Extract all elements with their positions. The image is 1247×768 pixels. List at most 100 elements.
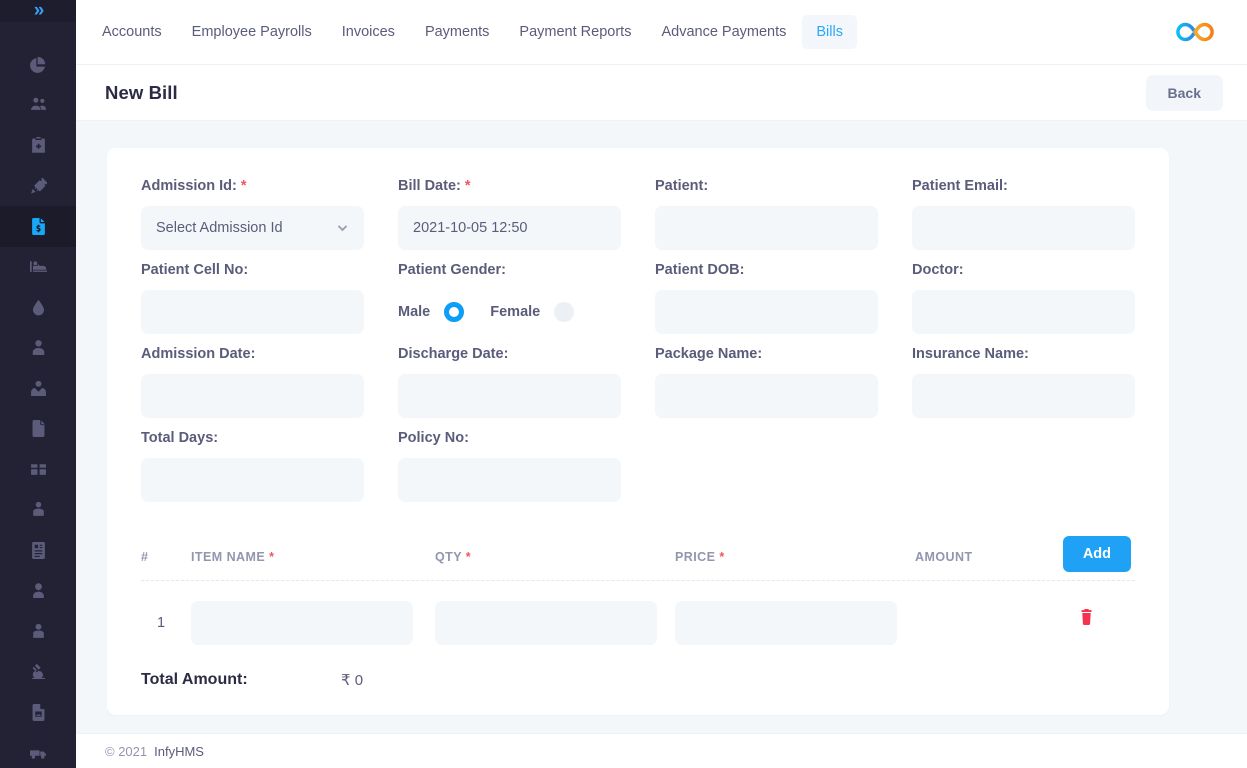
page-header: New Bill Back: [76, 65, 1247, 121]
sidebar-item-vaccination[interactable]: [0, 166, 76, 207]
patient-dob-input[interactable]: [655, 290, 878, 334]
blood-drop-icon: [30, 299, 47, 316]
clipboard-medical-icon: [30, 136, 47, 154]
row-qty-input[interactable]: [435, 601, 657, 645]
nav-tabs: Accounts Employee Payrolls Invoices Paym…: [88, 15, 857, 49]
column-header-index: #: [141, 550, 149, 564]
sidebar-item-reports[interactable]: [0, 530, 76, 571]
nav-tab-payment-reports[interactable]: Payment Reports: [519, 24, 632, 40]
footer-brand: InfyHMS: [154, 743, 204, 759]
sidebar-collapse-toggle[interactable]: »: [0, 0, 76, 22]
required-asterisk: *: [465, 550, 472, 564]
row-item-name-input[interactable]: [191, 601, 413, 645]
users-icon: [30, 96, 47, 113]
field-doctor: Doctor:: [912, 262, 1135, 334]
patient-input[interactable]: [655, 206, 878, 250]
discharge-date-input[interactable]: [398, 374, 621, 418]
nav-tab-advance-payments[interactable]: Advance Payments: [661, 24, 787, 40]
user-staff-icon: [30, 623, 47, 640]
field-bill-date: Bill Date: *: [398, 178, 621, 250]
patient-gender-radio-group: Male Female: [398, 290, 621, 334]
field-admission-date: Admission Date:: [141, 346, 364, 418]
field-total-days: Total Days:: [141, 430, 364, 502]
field-discharge-date: Discharge Date:: [398, 346, 621, 418]
pie-chart-icon: [29, 56, 47, 73]
field-patient-email: Patient Email:: [912, 178, 1135, 250]
nav-tab-accounts[interactable]: Accounts: [102, 24, 162, 40]
field-package-name: Package Name:: [655, 346, 878, 418]
report-document-icon: [30, 541, 47, 559]
sidebar-item-pathology[interactable]: [0, 652, 76, 693]
sidebar-item-blood-bank[interactable]: [0, 287, 76, 328]
bill-items-table: # ITEM NAME * QTY * PRICE * AMOUNT Add 1: [141, 536, 1135, 689]
admission-id-select[interactable]: Select Admission Id: [141, 206, 364, 250]
nav-tab-invoices[interactable]: Invoices: [341, 24, 395, 40]
policy-no-input[interactable]: [398, 458, 621, 502]
label-patient-dob: Patient DOB:: [655, 262, 745, 278]
nav-tab-payments[interactable]: Payments: [424, 24, 490, 40]
add-item-button[interactable]: Add: [1062, 536, 1131, 572]
sidebar-item-dashboard[interactable]: [0, 44, 76, 85]
content-scroll-area: Admission Id: * Select Admission Id Bill…: [76, 122, 1247, 733]
doctor-input[interactable]: [912, 290, 1135, 334]
package-name-input[interactable]: [655, 374, 878, 418]
user-nurse-icon: [30, 339, 47, 356]
chevron-down-icon: [336, 221, 349, 236]
label-admission-date: Admission Date:: [141, 346, 256, 362]
total-amount-label: Total Amount:: [141, 671, 248, 688]
sidebar-item-doctors[interactable]: [0, 368, 76, 409]
items-table-header: # ITEM NAME * QTY * PRICE * AMOUNT Add: [141, 536, 1135, 581]
sidebar-item-inventory[interactable]: [0, 449, 76, 490]
nav-tab-employee-payrolls[interactable]: Employee Payrolls: [191, 24, 312, 40]
user-profile-icon: [30, 582, 47, 599]
bill-date-input[interactable]: [398, 206, 621, 250]
radio-male[interactable]: [444, 302, 465, 322]
sidebar-item-clipboard[interactable]: [0, 125, 76, 166]
field-patient-dob: Patient DOB:: [655, 262, 878, 334]
sidebar-item-nurses[interactable]: [0, 328, 76, 369]
form-grid: Admission Id: * Select Admission Id Bill…: [141, 178, 1135, 514]
syringe-icon: [30, 177, 47, 194]
total-days-input[interactable]: [141, 458, 364, 502]
sidebar-item-accounts[interactable]: [0, 206, 76, 247]
row-price-input[interactable]: [675, 601, 897, 645]
page-footer: © 2021 InfyHMS: [76, 733, 1247, 768]
admission-date-input[interactable]: [141, 374, 364, 418]
required-asterisk: *: [269, 550, 275, 564]
column-header-amount: AMOUNT: [915, 550, 973, 564]
sidebar-item-ambulance[interactable]: [0, 733, 76, 768]
label-admission-id: Admission Id: *: [141, 178, 247, 194]
label-bill-date: Bill Date: *: [398, 178, 471, 194]
sidebar: »: [0, 0, 76, 768]
sidebar-item-documents[interactable]: [0, 409, 76, 450]
radio-female[interactable]: [554, 302, 575, 322]
sidebar-item-staff[interactable]: [0, 611, 76, 652]
back-button[interactable]: Back: [1145, 74, 1223, 111]
required-asterisk: *: [464, 178, 471, 194]
sidebar-item-radiology[interactable]: [0, 692, 76, 733]
required-asterisk: *: [240, 178, 247, 194]
new-bill-form-card: Admission Id: * Select Admission Id Bill…: [107, 148, 1169, 715]
sidebar-item-accountants[interactable]: [0, 490, 76, 531]
insurance-name-input[interactable]: [912, 374, 1135, 418]
column-header-qty: QTY *: [435, 550, 472, 564]
page-title: New Bill: [105, 81, 178, 103]
radio-label-male: Male: [398, 304, 431, 320]
trash-icon[interactable]: [1080, 609, 1093, 625]
sidebar-item-beds[interactable]: [0, 247, 76, 288]
patient-cell-no-input[interactable]: [141, 290, 364, 334]
user-accountant-icon: [30, 501, 47, 518]
infinity-logo-icon: [1167, 15, 1223, 49]
sidebar-item-profile[interactable]: [0, 571, 76, 612]
field-admission-id: Admission Id: * Select Admission Id: [141, 178, 364, 250]
patient-email-input[interactable]: [912, 206, 1135, 250]
field-policy-no: Policy No:: [398, 430, 621, 502]
label-total-days: Total Days:: [141, 430, 219, 446]
total-amount-row: Total Amount: ₹ 0: [141, 671, 1135, 689]
required-asterisk: *: [719, 550, 725, 564]
label-patient-gender: Patient Gender:: [398, 262, 506, 278]
nav-tab-bills[interactable]: Bills: [802, 15, 857, 49]
sidebar-item-patients[interactable]: [0, 85, 76, 126]
user-doctor-icon: [30, 380, 47, 397]
